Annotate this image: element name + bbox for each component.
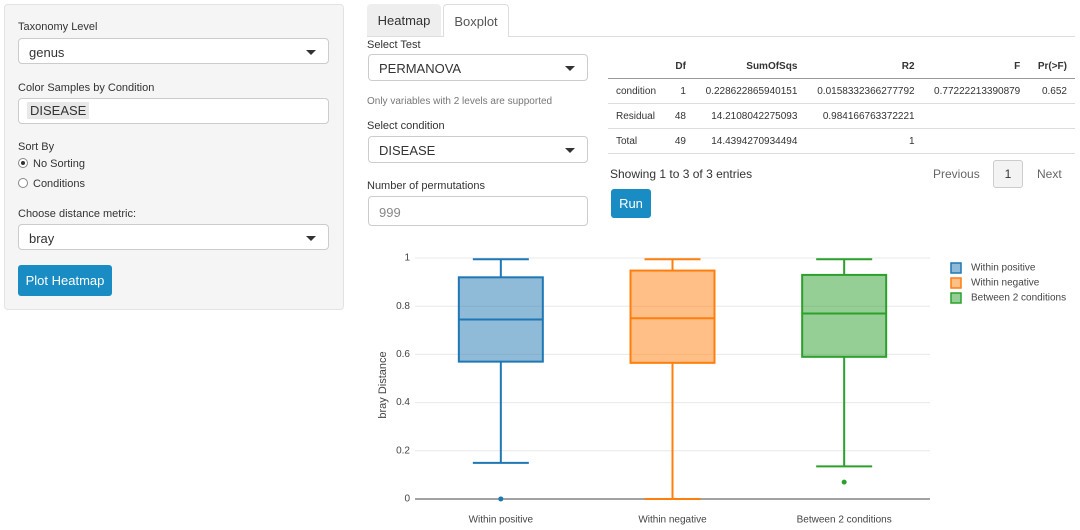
y-axis-label: bray Distance: [377, 351, 389, 418]
legend-label: Within negative: [971, 278, 1040, 289]
select-value: bray: [29, 231, 55, 246]
cell: 14.4394270934494: [693, 128, 806, 154]
legend-swatch: [950, 292, 962, 304]
label: Select Test: [367, 39, 421, 51]
radio[interactable]: [18, 158, 28, 168]
cell: [1028, 128, 1075, 154]
label: Select condition: [367, 120, 445, 132]
cell: 1: [665, 78, 694, 104]
y-tick-label: 0.2: [396, 445, 410, 456]
radio-label: Conditions: [33, 178, 85, 190]
cell: 48: [665, 103, 694, 129]
cell: 0.984166763372221: [805, 103, 923, 129]
tab[interactable]: Heatmap: [367, 4, 441, 36]
table-info: Showing 1 to 3 of 3 entries: [610, 167, 753, 181]
cell: 0.228622865940151: [693, 78, 806, 104]
help-text: Only variables with 2 levels are support…: [367, 96, 553, 107]
outlier: [841, 479, 847, 485]
cell: Total: [608, 128, 666, 154]
header-cell: Pr(>F): [1028, 54, 1075, 79]
input-value: DISEASE: [27, 102, 90, 119]
x-tick-label: Within negative: [638, 515, 707, 526]
cell: Residual: [608, 103, 666, 129]
input[interactable]: 999: [368, 196, 588, 226]
cell: condition: [608, 78, 666, 104]
legend-label: Between 2 conditions: [971, 293, 1066, 304]
x-tick-label: Between 2 conditions: [797, 515, 892, 526]
tab[interactable]: Boxplot: [443, 4, 509, 37]
header-cell: Df: [665, 54, 694, 79]
pagination-previous[interactable]: Previous: [933, 167, 980, 181]
label: Choose distance metric:: [18, 208, 136, 220]
header-cell: F: [922, 54, 1029, 79]
legend-swatch: [950, 277, 962, 289]
label: Taxonomy Level: [18, 21, 98, 33]
input[interactable]: DISEASE: [18, 98, 329, 124]
legend-swatch: [950, 262, 962, 274]
box: [629, 269, 716, 364]
legend-label: Within positive: [971, 263, 1036, 274]
y-tick-label: 0.8: [396, 301, 410, 312]
cell: 0.0158332366277792: [805, 78, 923, 104]
header-cell: R2: [805, 54, 923, 79]
row: Total 49 14.4394270934494 1: [608, 128, 1075, 154]
results-table: Df SumOfSqs R2 F Pr(>F) condition 1 0.228622865…: [608, 54, 1075, 154]
radio-label: No Sorting: [33, 158, 85, 170]
x-tick-label: Within positive: [469, 515, 534, 526]
y-tick-label: 0.4: [396, 397, 410, 408]
select[interactable]: PERMANOVA: [368, 54, 588, 81]
header-cell: [608, 54, 666, 79]
row: condition 1 0.228622865940151 0.01583323662…: [608, 78, 1075, 104]
select[interactable]: bray: [18, 224, 329, 250]
box: [801, 273, 888, 358]
header-cell: SumOfSqs: [693, 54, 806, 79]
row: Residual 48 14.2108042275093 0.984166763372…: [608, 103, 1075, 129]
cell: [922, 103, 1029, 129]
cell: [1028, 103, 1075, 129]
button[interactable]: Plot Heatmap: [18, 265, 112, 296]
select-value: DISEASE: [379, 143, 436, 158]
label: Number of permutations: [367, 180, 485, 192]
select[interactable]: DISEASE: [368, 136, 588, 163]
cell: 1: [805, 128, 923, 154]
y-tick-label: 0: [404, 494, 410, 505]
label: Sort By: [18, 141, 55, 153]
select-value: PERMANOVA: [379, 61, 462, 76]
header-row: Df SumOfSqs R2 F Pr(>F): [608, 54, 1075, 79]
outlier: [498, 496, 504, 502]
cell: 14.2108042275093: [693, 103, 806, 129]
select-value: genus: [29, 45, 65, 60]
pagination-next[interactable]: Next: [1037, 167, 1062, 181]
cell: 0.77222213390879: [922, 78, 1029, 104]
cell: [922, 128, 1029, 154]
y-tick-label: 0.6: [396, 349, 410, 360]
radio[interactable]: [18, 178, 28, 188]
button[interactable]: Run: [611, 189, 651, 218]
label: Color Samples by Condition: [18, 82, 155, 94]
select[interactable]: genus: [18, 38, 329, 64]
cell: 49: [665, 128, 694, 154]
cell: 0.652: [1028, 78, 1075, 104]
y-tick-label: 1: [404, 253, 410, 264]
tab-line: [367, 36, 1075, 37]
pagination-page[interactable]: 1: [993, 160, 1023, 188]
